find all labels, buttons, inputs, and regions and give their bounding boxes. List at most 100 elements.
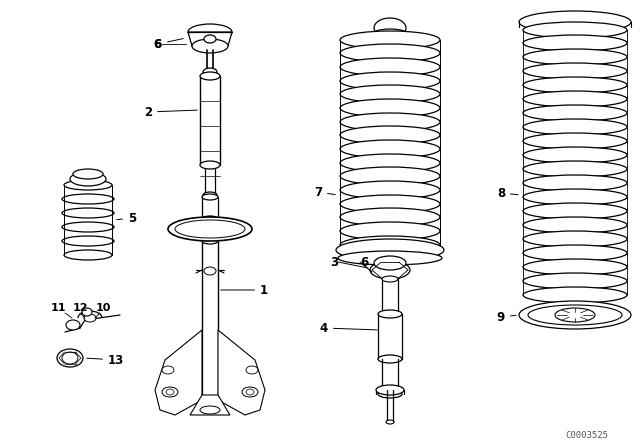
Text: 4: 4: [320, 322, 377, 335]
Ellipse shape: [340, 113, 440, 131]
Ellipse shape: [62, 208, 114, 218]
Ellipse shape: [378, 310, 402, 318]
Ellipse shape: [519, 301, 631, 329]
Ellipse shape: [374, 18, 406, 38]
Ellipse shape: [166, 389, 174, 395]
Text: 10: 10: [95, 303, 111, 313]
Ellipse shape: [340, 236, 440, 254]
Ellipse shape: [340, 208, 440, 226]
Ellipse shape: [62, 194, 114, 204]
Text: 12: 12: [72, 303, 88, 313]
Ellipse shape: [73, 169, 103, 179]
Ellipse shape: [382, 276, 398, 282]
Text: 2: 2: [144, 105, 197, 119]
Ellipse shape: [70, 172, 106, 186]
Ellipse shape: [246, 389, 254, 395]
Ellipse shape: [523, 175, 627, 191]
Text: 13: 13: [87, 353, 124, 366]
Ellipse shape: [386, 420, 394, 424]
Ellipse shape: [192, 39, 228, 53]
Polygon shape: [188, 32, 232, 46]
Ellipse shape: [523, 217, 627, 233]
Text: 9: 9: [497, 310, 516, 323]
Text: 11: 11: [51, 303, 66, 313]
Ellipse shape: [378, 355, 402, 363]
Ellipse shape: [523, 63, 627, 79]
Ellipse shape: [523, 245, 627, 261]
Ellipse shape: [242, 387, 258, 397]
Ellipse shape: [84, 314, 96, 322]
Text: 6: 6: [360, 255, 368, 268]
Ellipse shape: [523, 105, 627, 121]
Ellipse shape: [246, 366, 258, 374]
Ellipse shape: [370, 29, 410, 43]
Ellipse shape: [204, 35, 216, 43]
Ellipse shape: [202, 194, 218, 200]
Ellipse shape: [340, 181, 440, 199]
Ellipse shape: [175, 220, 245, 238]
Text: 8: 8: [497, 186, 518, 199]
Text: 6: 6: [154, 38, 162, 51]
Text: 7: 7: [314, 185, 335, 198]
Ellipse shape: [340, 195, 440, 213]
Ellipse shape: [523, 22, 627, 38]
Ellipse shape: [66, 320, 80, 330]
Ellipse shape: [200, 217, 220, 225]
Text: 6: 6: [154, 38, 183, 51]
Ellipse shape: [523, 203, 627, 219]
Ellipse shape: [340, 167, 440, 185]
Text: C0003525: C0003525: [565, 431, 608, 439]
Ellipse shape: [62, 222, 114, 232]
Ellipse shape: [370, 261, 410, 279]
Ellipse shape: [523, 147, 627, 163]
Ellipse shape: [523, 49, 627, 65]
Ellipse shape: [200, 406, 220, 414]
Ellipse shape: [523, 189, 627, 205]
Ellipse shape: [519, 11, 631, 33]
Ellipse shape: [340, 31, 440, 49]
Ellipse shape: [202, 216, 218, 222]
Ellipse shape: [340, 140, 440, 158]
Ellipse shape: [204, 267, 216, 275]
Ellipse shape: [168, 217, 252, 241]
Ellipse shape: [200, 72, 220, 80]
Ellipse shape: [523, 287, 627, 303]
Ellipse shape: [62, 236, 114, 246]
Ellipse shape: [340, 44, 440, 62]
Polygon shape: [218, 330, 265, 415]
Ellipse shape: [200, 161, 220, 169]
Ellipse shape: [340, 126, 440, 144]
Ellipse shape: [340, 99, 440, 117]
Text: 3: 3: [330, 255, 338, 268]
Ellipse shape: [162, 387, 178, 397]
Ellipse shape: [340, 72, 440, 90]
Ellipse shape: [523, 119, 627, 135]
Text: 1: 1: [221, 284, 268, 297]
Ellipse shape: [523, 133, 627, 149]
Ellipse shape: [188, 24, 232, 40]
Ellipse shape: [523, 259, 627, 275]
Ellipse shape: [203, 68, 217, 76]
Ellipse shape: [336, 239, 444, 261]
Ellipse shape: [57, 349, 83, 367]
Ellipse shape: [374, 256, 406, 270]
Ellipse shape: [523, 273, 627, 289]
Ellipse shape: [523, 35, 627, 51]
Polygon shape: [190, 395, 230, 415]
Polygon shape: [155, 330, 202, 415]
Ellipse shape: [202, 238, 218, 244]
Ellipse shape: [340, 222, 440, 240]
Ellipse shape: [64, 180, 112, 190]
Ellipse shape: [340, 58, 440, 76]
Ellipse shape: [162, 366, 174, 374]
Ellipse shape: [376, 385, 404, 395]
Ellipse shape: [555, 308, 595, 322]
Text: 5: 5: [116, 211, 136, 224]
Ellipse shape: [528, 305, 622, 325]
Ellipse shape: [378, 390, 402, 398]
Ellipse shape: [523, 231, 627, 247]
Ellipse shape: [523, 77, 627, 93]
Ellipse shape: [62, 352, 78, 364]
Ellipse shape: [523, 91, 627, 107]
Ellipse shape: [523, 161, 627, 177]
